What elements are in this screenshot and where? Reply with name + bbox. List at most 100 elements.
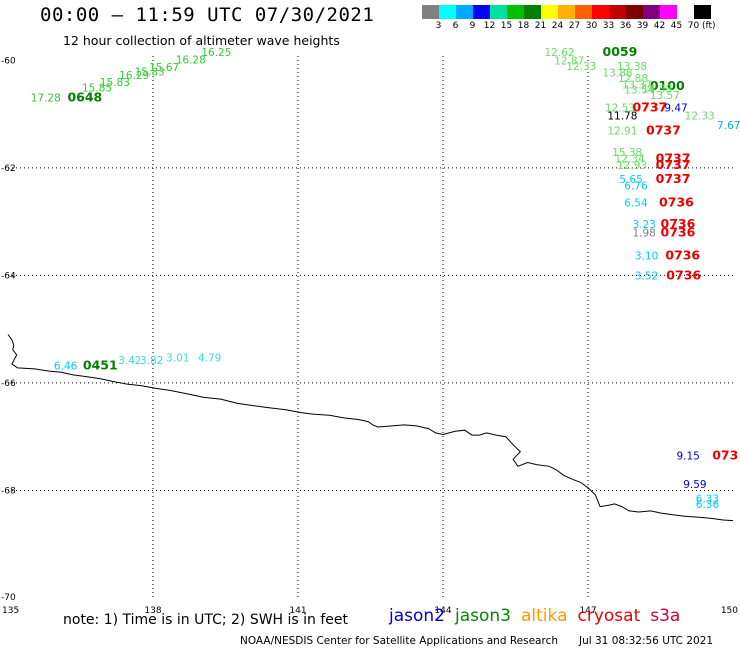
y-tick-label: -62 xyxy=(1,164,16,174)
wave-height-label: 3.23 xyxy=(632,219,655,231)
credit-line: NOAA/NESDIS Center for Satellite Applica… xyxy=(240,635,558,647)
legend-swatch xyxy=(541,5,558,19)
legend-tick-label: 36 xyxy=(619,21,632,31)
wave-height-label: 12.87 xyxy=(554,56,584,68)
legend-tick-label: 15 xyxy=(500,21,513,31)
wave-height-label: 3.52 xyxy=(635,271,658,283)
pass-time-label: 0736 xyxy=(661,225,696,240)
satellite-name-jason2: jason2 xyxy=(389,606,445,626)
wave-height-label: 13.57 xyxy=(650,90,680,102)
pass-time-label: 0648 xyxy=(67,90,102,105)
wave-height-label: 6.54 xyxy=(624,198,648,210)
wave-height-label: 13.37 xyxy=(622,79,652,91)
pass-time-label: 0736 xyxy=(659,195,694,210)
graticule xyxy=(8,56,733,598)
legend-swatch xyxy=(422,5,439,19)
legend-swatch xyxy=(626,5,643,19)
generated-timestamp: Jul 31 08:32:56 UTC 2021 xyxy=(579,635,714,647)
wave-height-label: 1.98 xyxy=(632,228,655,240)
wave-height-label: 6.33 xyxy=(696,493,719,505)
pass-time-label: 0059 xyxy=(603,44,638,59)
legend-labels: 3 6 9 12 15 18 21 24 27 30 33 36 39 42 45 70 (ft) xyxy=(422,21,716,31)
legend-tick-label: 9 xyxy=(469,21,476,31)
legend-tick-label: 18 xyxy=(517,21,530,31)
satellite-name-altika: altika xyxy=(521,606,568,626)
coastline-layer xyxy=(7,334,734,522)
legend-swatch xyxy=(677,5,694,19)
wave-height-label: 3.42 xyxy=(118,355,141,367)
legend-tick-label: 24 xyxy=(551,21,564,31)
legend-spacer xyxy=(422,21,430,31)
wave-height-label: 12.53 xyxy=(605,102,635,114)
wave-height-label: 13.54 xyxy=(624,85,654,97)
legend-tick-label: 70 xyxy=(687,21,700,31)
legend-swatch xyxy=(643,5,660,19)
wave-height-label: 17.28 xyxy=(31,93,61,105)
wave-height-label: 13.38 xyxy=(617,61,647,73)
wave-height-label: 5.65 xyxy=(619,174,642,186)
y-tick-label: -70 xyxy=(1,593,16,603)
x-tick-label: 135 xyxy=(2,606,19,616)
legend-swatch xyxy=(694,5,711,19)
wave-height-label: 6.76 xyxy=(624,180,648,192)
pass-time-label: 0736 xyxy=(665,247,700,262)
wave-height-label: 12.93 xyxy=(617,160,647,172)
wave-height-label: 12.33 xyxy=(685,110,715,122)
wave-height-label: 12.33 xyxy=(566,61,596,73)
x-tick-label: 141 xyxy=(289,606,306,616)
color-legend xyxy=(422,5,711,19)
legend-unit: (ft) xyxy=(702,21,716,31)
wave-height-label: 12.34 xyxy=(615,153,645,165)
pass-time-label: 0736 xyxy=(661,216,696,231)
wave-height-label: 3.01 xyxy=(166,352,189,364)
pass-time-label: 0737 xyxy=(656,157,691,172)
legend-tick-label: 21 xyxy=(534,21,547,31)
wave-height-label: 6.46 xyxy=(54,360,78,372)
wave-height-label: 15.67 xyxy=(149,62,179,74)
legend-tick-label: 3 xyxy=(435,21,442,31)
legend-tick-label: 30 xyxy=(585,21,598,31)
legend-swatch xyxy=(473,5,490,19)
legend-tick-label: 6 xyxy=(452,21,459,31)
pass-time-label: 0451 xyxy=(83,357,118,372)
y-tick-label: -64 xyxy=(1,271,16,281)
y-tick-label: -60 xyxy=(1,56,16,66)
wave-height-label: 16.25 xyxy=(201,47,231,59)
x-tick-label: 138 xyxy=(144,606,161,616)
wave-height-label: 14.38 xyxy=(642,84,672,96)
wave-height-label: 12.91 xyxy=(607,126,637,138)
wave-height-label: 15.83 xyxy=(100,77,130,89)
legend-swatch xyxy=(524,5,541,19)
legend-swatch xyxy=(558,5,575,19)
x-tick-label: 150 xyxy=(721,606,738,616)
legend-tick-label: 45 xyxy=(670,21,683,31)
wave-height-label: 4.79 xyxy=(198,352,221,364)
wave-height-label: 7.67 xyxy=(717,120,740,132)
wave-height-label: 3.10 xyxy=(635,250,658,262)
wave-height-label: 16.28 xyxy=(176,55,206,67)
legend-swatch xyxy=(609,5,626,19)
legend-swatch xyxy=(575,5,592,19)
satellite-name-s3a: s3a xyxy=(650,606,681,626)
satellite-name-cryosat: cryosat xyxy=(577,606,641,626)
wave-height-label: 9.15 xyxy=(676,450,699,462)
y-tick-label: -68 xyxy=(1,486,16,496)
wave-height-label: 15.38 xyxy=(612,147,642,159)
pass-time-label: 0100 xyxy=(650,78,685,93)
axis-tick-labels: 135 138 141 144 147 150 -60 -62 -64 -66 -68 -70 xyxy=(1,56,738,616)
antarctic-coastline xyxy=(7,334,734,522)
satellite-legend: jason2 jason3 altika cryosat s3a xyxy=(389,606,690,626)
x-tick-label: 144 xyxy=(434,606,451,616)
observations-layer: 16.2516.2815.6715.8316.2915.8315.8517.28… xyxy=(31,44,740,511)
legend-swatch xyxy=(592,5,609,19)
wave-height-label: 15.85 xyxy=(82,82,112,94)
legend-tick-label: 39 xyxy=(636,21,649,31)
pass-time-label: 0737 xyxy=(656,171,691,186)
wave-height-label: 15.83 xyxy=(135,66,165,78)
pass-time-label: 0737 xyxy=(656,150,691,165)
legend-swatch xyxy=(456,5,473,19)
legend-swatch xyxy=(507,5,524,19)
wave-height-label: 9.59 xyxy=(683,479,706,491)
chart-title: 00:00 – 11:59 UTC 07/30/2021 xyxy=(40,4,375,26)
